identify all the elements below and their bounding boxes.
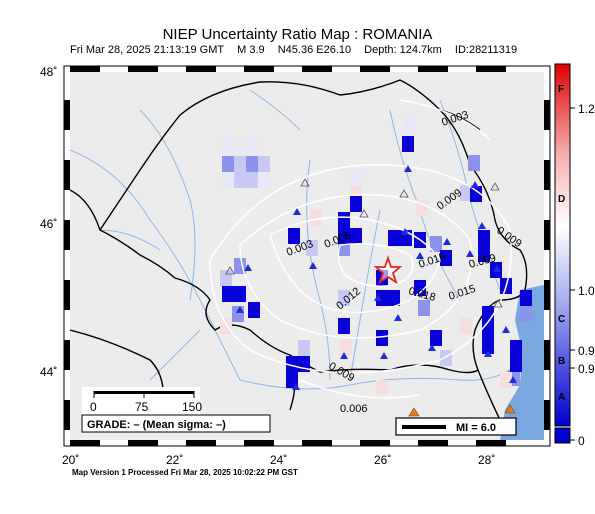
- colorbar-value: 0.9: [578, 362, 595, 376]
- colorbar-grade: F: [558, 84, 564, 95]
- mi-legend: MI = 6.0: [395, 417, 517, 436]
- map-title: NIEP Uncertainty Ratio Map : ROMANIA: [162, 26, 433, 43]
- station-marker: [244, 264, 252, 271]
- station-marker-open: [399, 189, 409, 198]
- scale-label: 150: [182, 400, 202, 414]
- contour-lines: [209, 99, 512, 399]
- station-marker: [443, 238, 451, 245]
- lon-tick-label: 28˚: [478, 453, 495, 467]
- station-marker-remote: [408, 407, 420, 417]
- station-marker: [428, 344, 436, 351]
- station-marker: [502, 326, 510, 333]
- frame-ticks: [64, 66, 550, 446]
- lon-tick-label: 24˚: [270, 453, 287, 467]
- station-marker: [394, 314, 402, 321]
- colorbar-grade: D: [558, 194, 565, 205]
- lon-tick-label: 22˚: [166, 453, 183, 467]
- station-marker: [340, 352, 348, 359]
- station-marker: [292, 383, 300, 390]
- lon-tick-label: 20˚: [62, 453, 79, 467]
- colorbar-value: 0.9: [578, 344, 595, 358]
- station-marker: [478, 222, 486, 229]
- station-marker: [484, 350, 492, 357]
- lat-tick-label: 48˚: [40, 65, 57, 79]
- station-marker-open: [359, 209, 369, 218]
- station-marker: [471, 181, 479, 188]
- lat-tick-labels: 48˚ 46˚ 44˚: [40, 65, 57, 379]
- station-marker: [401, 228, 409, 235]
- station-marker-open: [225, 266, 235, 275]
- station-marker-open: [300, 178, 310, 187]
- station-marker: [236, 306, 244, 313]
- lat-tick-label: 44˚: [40, 365, 57, 379]
- station-marker-remote: [504, 404, 516, 414]
- grade-box: GRADE: – (Mean sigma: –): [81, 414, 271, 433]
- event-id: ID:28211319: [454, 44, 518, 56]
- colorbar-grade: C: [558, 314, 565, 325]
- lon-tick-labels: 20˚ 22˚ 24˚ 26˚ 28˚: [62, 453, 495, 467]
- epicenter-star: [373, 255, 403, 285]
- colorbar-under-swatch: [554, 427, 571, 444]
- station-marker: [509, 376, 517, 383]
- colorbar-value: 1.2: [578, 102, 595, 116]
- event-location: N45.36 E26.10: [277, 44, 352, 56]
- colorbar-grade: A: [558, 392, 565, 403]
- station-marker: [309, 262, 317, 269]
- scale-label: 0: [90, 400, 97, 414]
- colorbar-grade: B: [558, 356, 565, 367]
- station-marker-open: [493, 299, 503, 308]
- colorbar: 1.2 1.0 0.9 0.9 0 A B C D F: [554, 63, 595, 448]
- processing-footer: Map Version 1 Processed Fri Mar 28, 2025…: [72, 468, 298, 477]
- event-info: Fri Mar 28, 2025 21:13:19 GMT M 3.9 N45.…: [70, 44, 540, 56]
- station-marker: [293, 208, 301, 215]
- event-depth: Depth: 124.7km: [364, 44, 442, 56]
- colorbar-value: 1.0: [578, 284, 595, 298]
- station-marker: [404, 165, 412, 172]
- station-marker-open: [490, 182, 500, 191]
- grade-text: GRADE: – (Mean sigma: –): [87, 419, 226, 431]
- lat-tick-label: 46˚: [40, 217, 57, 231]
- contour-label: 0.006: [340, 403, 368, 415]
- event-magnitude: M 3.9: [237, 44, 265, 56]
- lon-tick-label: 26˚: [374, 453, 391, 467]
- station-marker: [380, 352, 388, 359]
- station-marker: [493, 265, 501, 272]
- scale-label: 75: [135, 400, 149, 414]
- mi-legend-text: MI = 6.0: [456, 422, 496, 434]
- stations: [225, 165, 517, 417]
- station-marker: [374, 294, 382, 301]
- station-marker: [466, 250, 474, 257]
- station-marker: [416, 252, 424, 259]
- colorbar-value: 0: [578, 434, 585, 448]
- event-datetime: Fri Mar 28, 2025 21:13:19 GMT: [70, 44, 225, 56]
